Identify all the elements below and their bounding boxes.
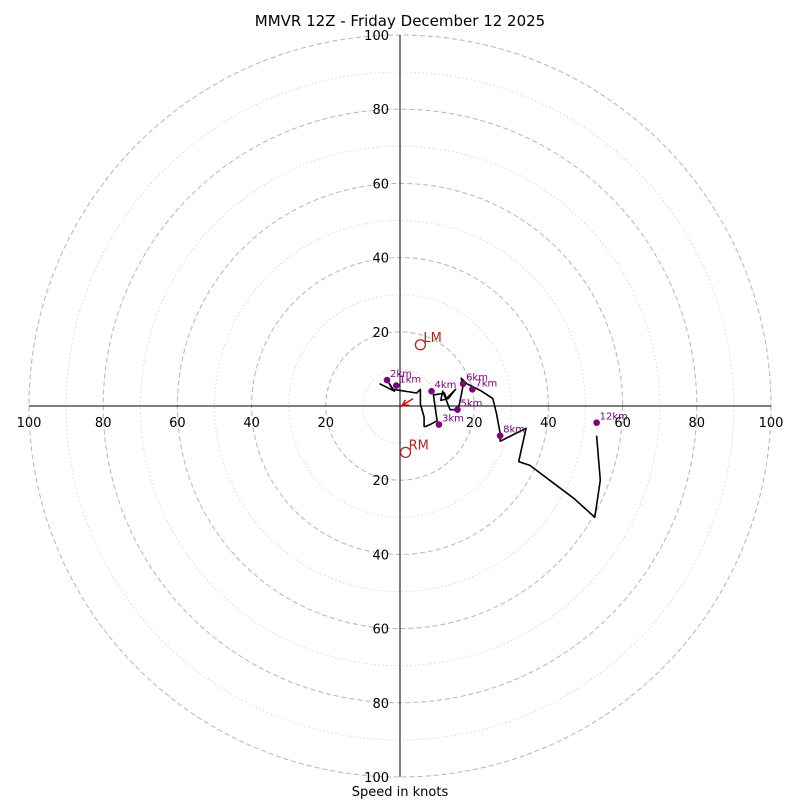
right-mover-marker	[399, 446, 412, 459]
y-tick-label: 20	[372, 326, 389, 341]
x-tick-label: 100	[17, 416, 42, 431]
height-marker-7km	[469, 386, 476, 393]
y-tick-label: 80	[372, 103, 389, 118]
x-tick-label: 100	[759, 416, 784, 431]
height-marker-3km	[435, 421, 443, 428]
x-tick-label: 80	[95, 416, 112, 431]
storm-motion-markers: RM LM	[399, 331, 442, 459]
height-marker-12km	[593, 419, 600, 426]
mean-wind-arrow-head	[400, 399, 409, 407]
x-tick-labels: 100 80 60 40 20 20 40 60 80 100	[17, 416, 784, 431]
left-mover-marker	[414, 339, 427, 351]
axes	[29, 35, 771, 777]
height-marker-8km	[496, 432, 504, 439]
y-tick-label: 40	[372, 252, 389, 267]
height-marker-4km	[428, 387, 435, 395]
height-marker-1km	[392, 382, 400, 389]
hodograph-trace	[379, 377, 602, 519]
x-axis-title: Speed in knots	[352, 785, 449, 800]
height-label-3km: 3km	[442, 414, 464, 425]
y-tick-labels: 100 80 60 40 20 20 40 60 80 100	[364, 29, 389, 786]
y-tick-label: 20	[372, 474, 389, 489]
height-label-4km: 4km	[435, 380, 457, 391]
x-tick-label: 40	[540, 416, 557, 431]
height-marker-6km	[459, 380, 467, 388]
height-marker-2km	[383, 376, 391, 384]
right-mover-label: RM	[409, 438, 429, 453]
y-tick-label: 80	[372, 697, 389, 712]
y-tick-label: 100	[364, 771, 389, 786]
height-label-8km: 8km	[503, 425, 525, 436]
y-tick-label: 40	[372, 548, 389, 563]
height-label-7km: 7km	[475, 378, 497, 389]
height-label-12km: 12km	[600, 412, 628, 423]
hodograph-trace-group	[379, 377, 602, 519]
x-tick-label: 60	[169, 416, 186, 431]
left-mover-label: LM	[423, 331, 441, 346]
height-label-1km: 1km	[399, 375, 421, 386]
height-marker-5km	[454, 406, 461, 414]
height-label-5km: 5km	[461, 399, 483, 410]
x-tick-label: 20	[466, 416, 483, 431]
height-label-6km: 6km	[466, 373, 488, 384]
x-tick-label: 20	[318, 416, 335, 431]
chart-title: MMVR 12Z - Friday December 12 2025	[255, 12, 545, 30]
y-tick-label: 100	[364, 29, 389, 44]
x-tick-label: 80	[689, 416, 706, 431]
mean-wind-arrow-shaft	[401, 397, 414, 407]
height-label-2km: 2km	[390, 369, 412, 380]
x-tick-label: 60	[614, 416, 631, 431]
x-tick-label: 40	[243, 416, 260, 431]
y-tick-label: 60	[372, 177, 389, 192]
y-tick-label: 60	[372, 623, 389, 638]
